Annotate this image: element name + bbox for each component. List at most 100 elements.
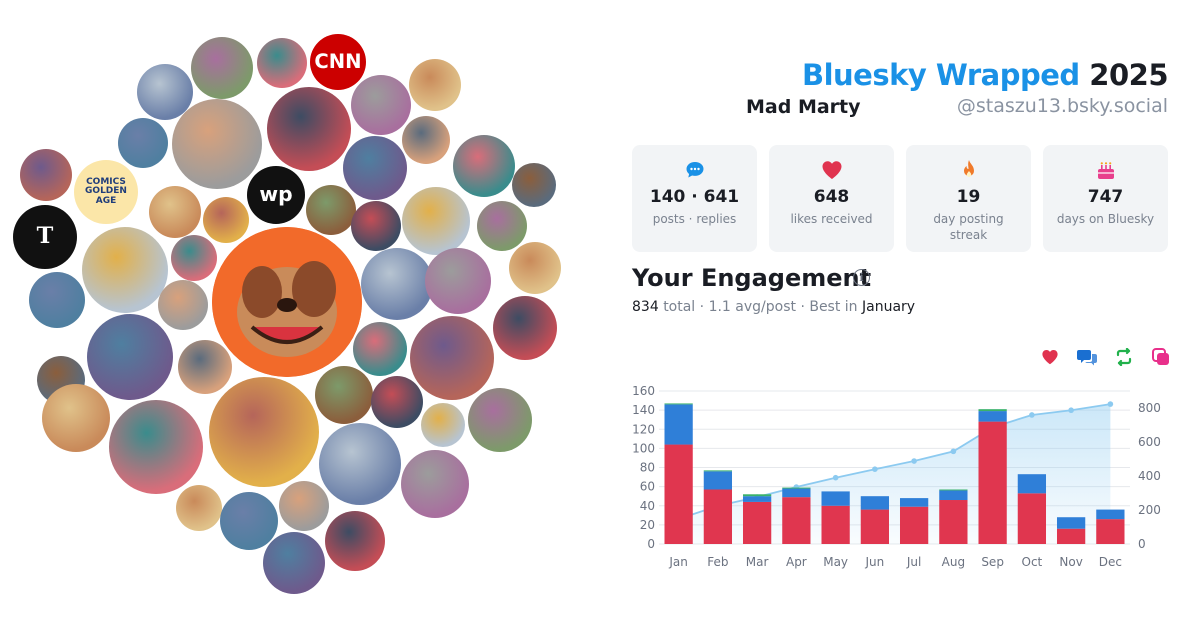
separator: ·	[699, 299, 705, 315]
year-title: 2025	[1089, 58, 1168, 92]
avatar	[172, 99, 262, 189]
bar-segment	[703, 470, 733, 472]
bar-segment	[742, 496, 772, 502]
stat-card-streak: 19 day posting streak	[906, 145, 1031, 252]
engagement-total-word: total	[663, 299, 696, 315]
avatar	[176, 485, 222, 531]
cumulative-point	[872, 466, 878, 472]
chat-bubble-icon	[684, 159, 706, 181]
bar-segment	[978, 411, 1007, 422]
stat-card-days: 747 days on Bluesky	[1043, 145, 1168, 252]
avatar	[209, 377, 319, 487]
avatar	[421, 403, 465, 447]
bar-segment	[821, 491, 850, 506]
y2-tick-label: 800	[1138, 401, 1161, 415]
avatar	[410, 316, 494, 400]
cumulative-point	[1107, 401, 1114, 407]
avatar	[29, 272, 85, 328]
display-name: Mad Marty	[746, 96, 861, 118]
avatar	[325, 511, 385, 571]
avatar	[401, 450, 469, 518]
avatar	[371, 376, 423, 428]
bar-segment	[742, 494, 772, 497]
avatar-cnn-label: CNN	[314, 49, 362, 73]
bar-segment	[978, 421, 1007, 544]
chart-legend	[1040, 347, 1171, 367]
avatar	[361, 248, 433, 320]
y2-tick-label: 400	[1138, 469, 1161, 483]
avatar-dog-laughing	[212, 227, 362, 377]
heart-icon[interactable]	[1040, 347, 1060, 367]
y-tick-label: 100	[632, 441, 655, 455]
avatar	[82, 227, 168, 313]
avatar	[351, 201, 401, 251]
avatar-nyt: T	[13, 205, 77, 269]
bar-segment	[1056, 528, 1086, 544]
page-title: Bluesky Wrapped 2025	[801, 58, 1169, 92]
avatar-wp: wp	[247, 166, 305, 224]
user-line: Mad Marty @staszu13.bsky.social	[700, 94, 1168, 124]
engagement-best-month: January	[862, 299, 916, 315]
cumulative-point	[950, 448, 957, 455]
avatar	[509, 242, 561, 294]
x-tick-label: Nov	[1059, 555, 1082, 569]
y-tick-label: 160	[632, 384, 655, 398]
quote-icon[interactable]	[1151, 347, 1171, 367]
bar-segment	[1017, 474, 1047, 494]
wrapped-header: Bluesky Wrapped 2025	[801, 58, 1169, 92]
repost-icon[interactable]	[1114, 347, 1134, 367]
bar-segment	[664, 404, 693, 445]
avatar-nyt-label: T	[36, 223, 54, 250]
stat-card-posts: 140 · 641 posts · replies	[632, 145, 757, 252]
bar-segment	[939, 500, 968, 544]
avatar	[109, 400, 203, 494]
x-tick-label: Feb	[707, 555, 728, 569]
avatar	[319, 423, 401, 505]
user-handle[interactable]: @staszu13.bsky.social	[956, 95, 1168, 117]
x-tick-label: Jun	[865, 555, 885, 569]
avatar	[279, 481, 329, 531]
stat-value: 747	[1087, 187, 1124, 207]
avatar	[191, 37, 253, 99]
x-tick-label: Jan	[668, 555, 688, 569]
y-tick-label: 60	[640, 480, 655, 494]
avatar	[220, 492, 278, 550]
reply-icon[interactable]	[1077, 347, 1097, 367]
bar-segment	[899, 506, 929, 544]
stat-label: likes received	[790, 212, 873, 226]
info-icon[interactable]: i	[853, 269, 870, 286]
avatar	[137, 64, 193, 120]
y-tick-label: 140	[632, 403, 655, 417]
avatar	[409, 59, 461, 111]
bar-segment	[821, 505, 850, 544]
y-tick-label: 120	[632, 422, 655, 436]
avatar	[158, 280, 208, 330]
avatar	[477, 201, 527, 251]
avatar	[425, 248, 491, 314]
avatar	[306, 185, 356, 235]
avatar	[178, 340, 232, 394]
bar-segment	[939, 490, 968, 501]
avatar-wp-label: wp	[259, 182, 293, 207]
cake-icon	[1095, 159, 1117, 181]
x-tick-label: Aug	[942, 555, 965, 569]
bar-segment	[703, 471, 733, 490]
separator: ·	[800, 299, 805, 315]
engagement-title: Your Engagement	[632, 264, 872, 292]
stat-value: 648	[813, 187, 850, 207]
cumulative-point	[832, 474, 839, 481]
brand-title: Bluesky Wrapped	[801, 58, 1080, 92]
bar-segment	[1096, 509, 1125, 520]
bar-segment	[782, 497, 811, 544]
y-tick-label: 80	[640, 461, 655, 475]
engagement-avg: 1.1 avg/post	[708, 299, 796, 315]
x-tick-label: Mar	[746, 555, 769, 569]
bar-segment	[899, 498, 929, 507]
x-tick-label: Sep	[981, 555, 1004, 569]
cumulative-point	[1068, 407, 1074, 414]
cumulative-point	[1029, 412, 1035, 418]
bar-segment	[1096, 519, 1125, 544]
avatar	[87, 314, 173, 400]
avatar	[20, 149, 72, 201]
y2-tick-label: 200	[1138, 503, 1161, 517]
